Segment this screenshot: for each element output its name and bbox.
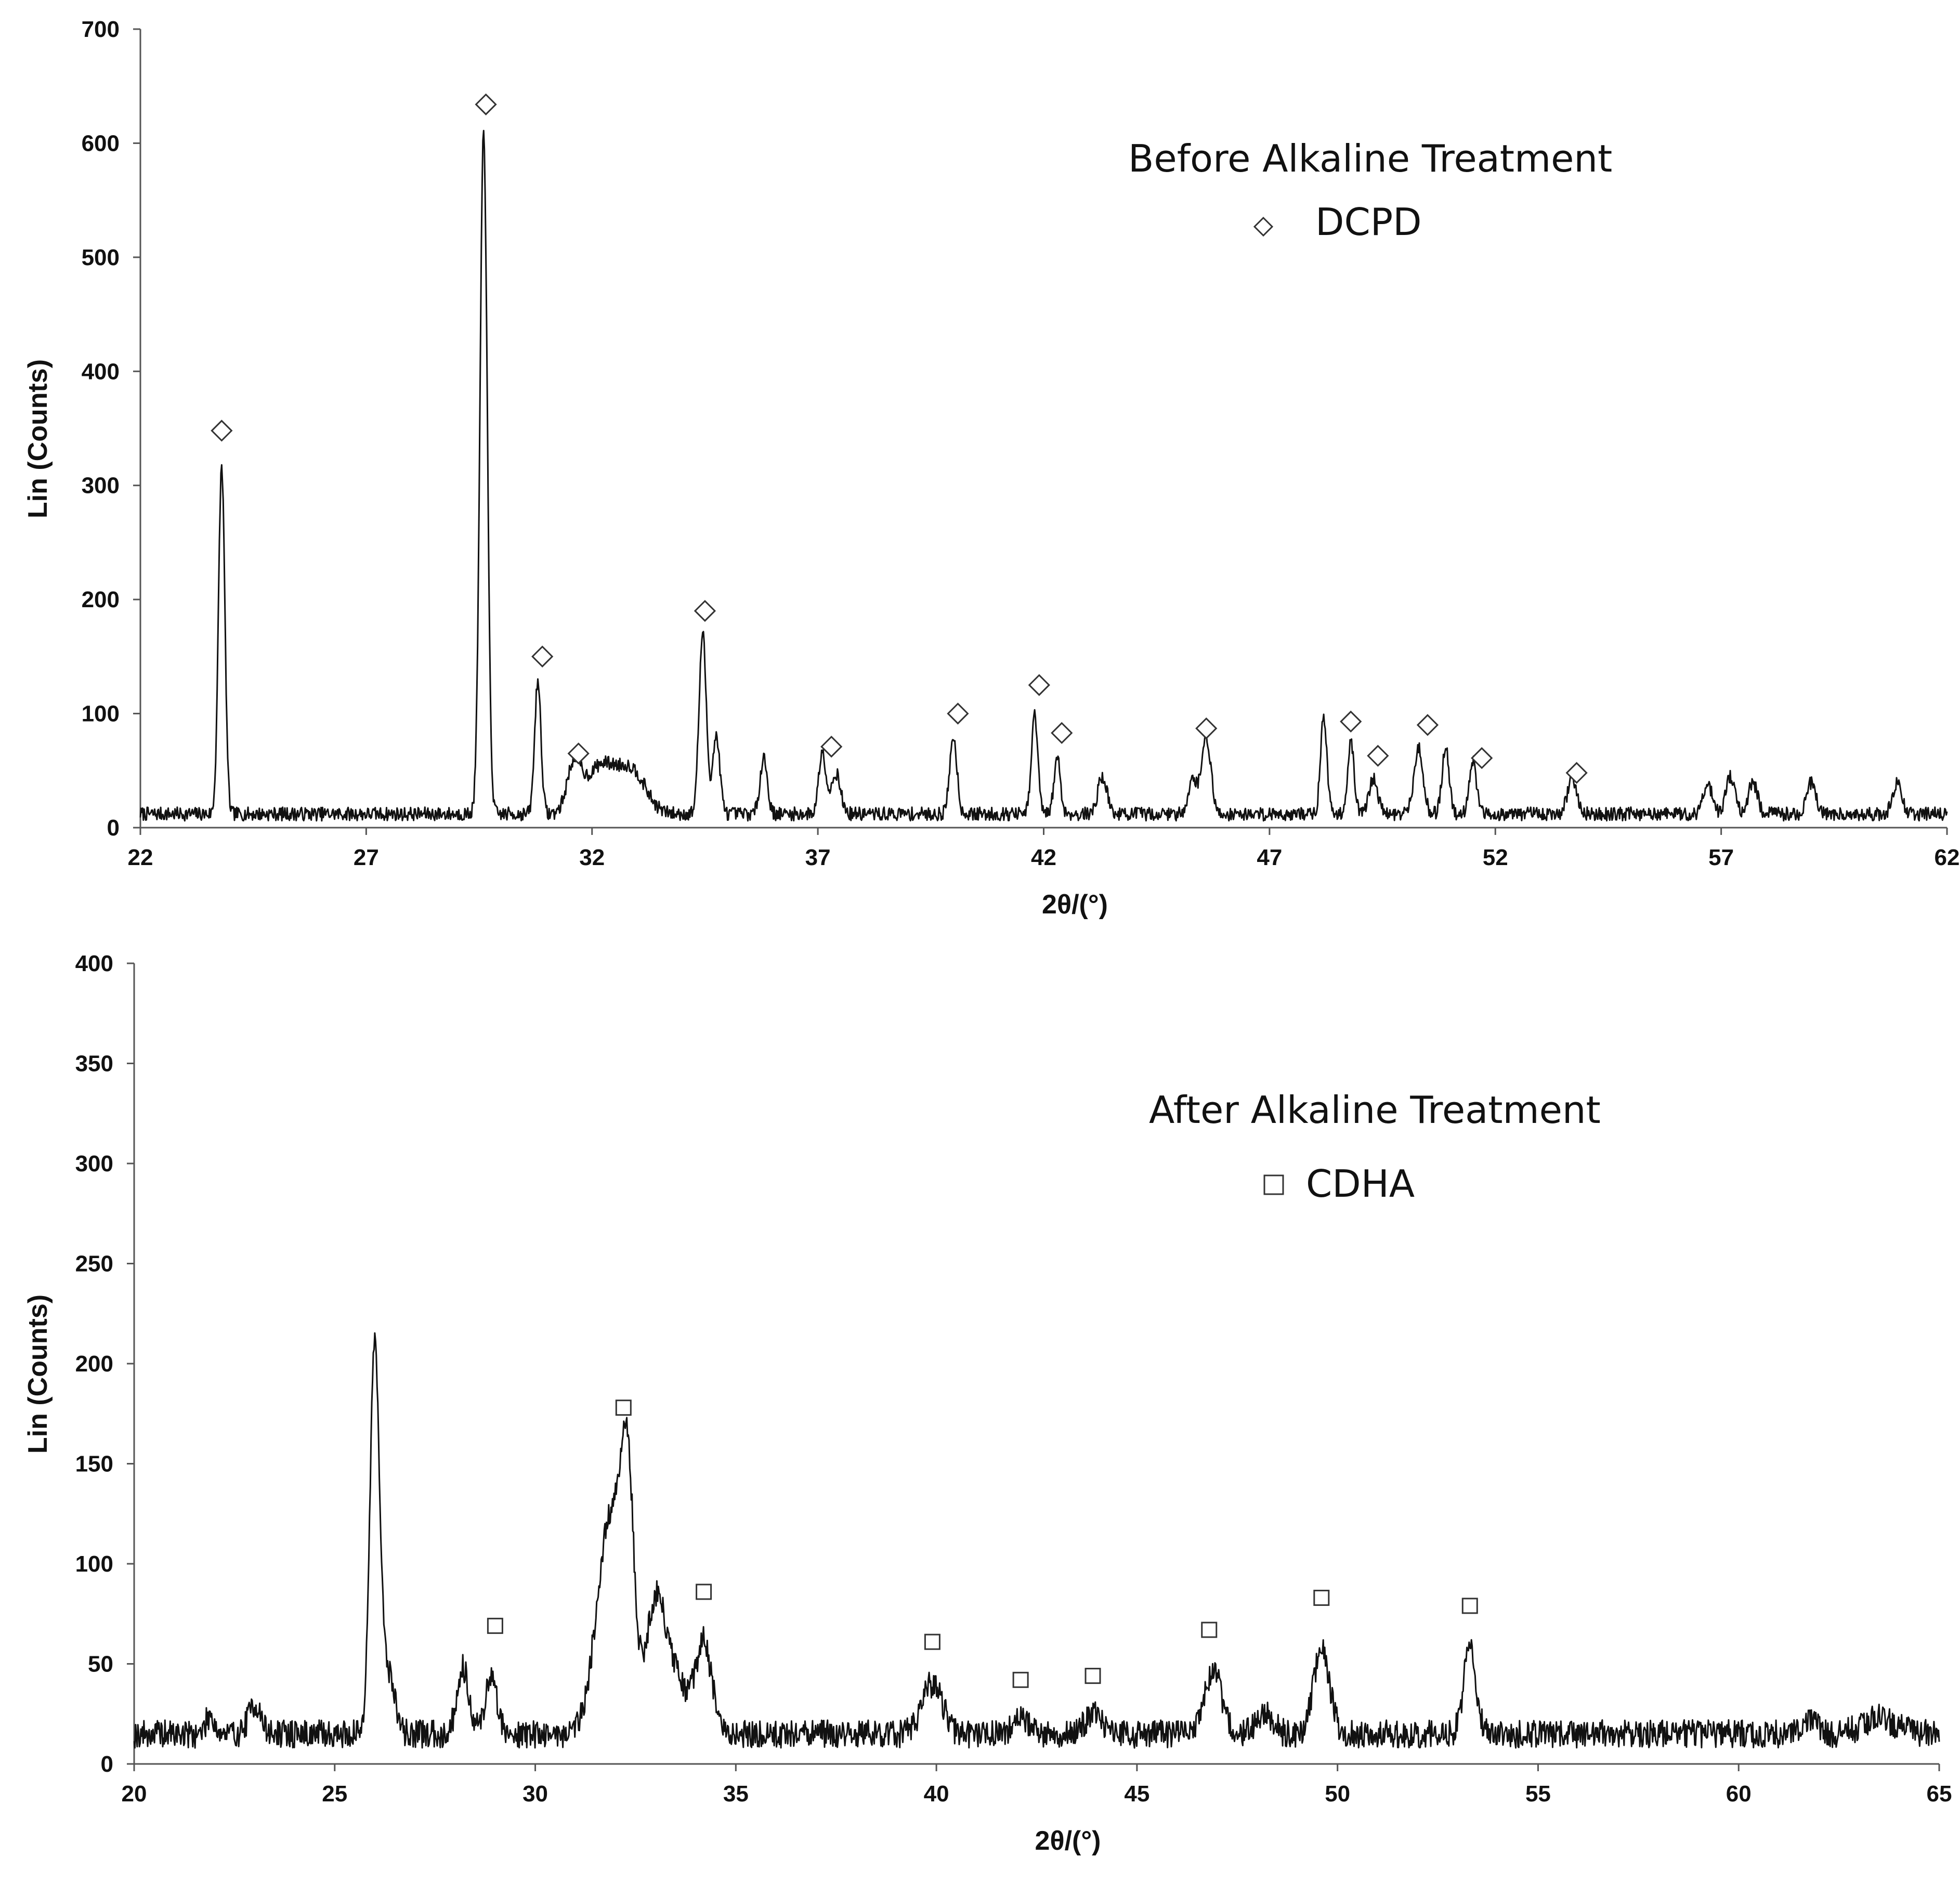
dcpd-marker — [1416, 714, 1439, 736]
x-tick-label: 45 — [1124, 1781, 1149, 1807]
y-tick-label: 300 — [75, 1151, 113, 1176]
y-tick-label: 150 — [75, 1452, 113, 1477]
series-line — [133, 1332, 1940, 1749]
y-tick-label: 400 — [82, 359, 120, 384]
x-tick-label: 25 — [322, 1781, 347, 1807]
dcpd-marker — [820, 736, 843, 758]
y-tick-label: 500 — [82, 245, 120, 270]
x-axis-title: 2θ/(°) — [1035, 1826, 1101, 1856]
dcpd-marker — [1340, 710, 1362, 733]
cdha-marker — [924, 1633, 940, 1650]
cdha-marker — [696, 1584, 712, 1600]
x-tick-label: 27 — [354, 845, 379, 870]
x-tick-label: 55 — [1525, 1781, 1551, 1807]
x-tick-label: 62 — [1935, 845, 1960, 870]
y-tick-label: 300 — [82, 473, 120, 499]
legend-label: CDHA — [1306, 1162, 1415, 1206]
x-tick-label: 35 — [723, 1781, 749, 1807]
dcpd-marker — [1565, 762, 1588, 784]
dcpd-marker — [567, 742, 590, 765]
dcpd-marker — [475, 93, 497, 115]
cdha-marker — [1461, 1598, 1478, 1614]
y-tick-label: 0 — [101, 1751, 113, 1777]
dcpd-marker — [694, 599, 716, 622]
dcpd-marker — [531, 645, 554, 668]
cdha-marker — [1084, 1668, 1101, 1684]
y-tick-label: 200 — [82, 587, 120, 612]
cdha-marker — [1313, 1589, 1330, 1606]
cdha-marker — [1012, 1671, 1029, 1688]
x-tick-label: 22 — [128, 845, 153, 870]
chart-panel-2: 0 50 100 150 200 250 300 350 400 20 25 30 35 40 45 50 55… — [23, 951, 1952, 1856]
x-tick-label: 60 — [1726, 1781, 1752, 1807]
cdha-marker — [1201, 1622, 1218, 1638]
dcpd-marker — [1028, 674, 1050, 696]
cdha-marker — [615, 1400, 632, 1416]
x-axis-title: 2θ/(°) — [1042, 890, 1108, 920]
y-tick-label: 250 — [75, 1251, 113, 1277]
y-tick-label: 350 — [75, 1051, 113, 1077]
dcpd-marker — [211, 420, 233, 442]
x-tick-label: 20 — [122, 1781, 147, 1807]
x-tick-label: 47 — [1257, 845, 1282, 870]
y-tick-label: 50 — [88, 1652, 113, 1677]
chart-panel-1: 0 100 200 300 400 500 600 700 22 27 32 37 42 47 52 57 62… — [23, 17, 1959, 920]
legend-title: After Alkaline Treatment — [1149, 1088, 1601, 1132]
legend-label: DCPD — [1315, 200, 1422, 244]
x-tick-label: 30 — [522, 1781, 548, 1807]
x-tick-label: 65 — [1927, 1781, 1952, 1807]
x-tick-label: 40 — [924, 1781, 949, 1807]
legend-marker-diamond — [1253, 216, 1274, 237]
dcpd-marker — [1195, 717, 1218, 740]
dcpd-marker — [1471, 747, 1493, 769]
y-axis-title: Lin (Counts) — [23, 359, 53, 518]
y-tick-label: 600 — [82, 130, 120, 156]
legend-marker-square — [1263, 1174, 1284, 1195]
y-tick-label: 100 — [75, 1551, 113, 1577]
x-tick-label: 52 — [1483, 845, 1508, 870]
x-tick-label: 50 — [1325, 1781, 1350, 1807]
y-tick-label: 0 — [107, 815, 120, 841]
y-tick-label: 100 — [82, 701, 120, 727]
y-tick-label: 200 — [75, 1351, 113, 1377]
dcpd-marker — [1051, 722, 1073, 744]
x-tick-label: 37 — [805, 845, 831, 870]
legend-title: Before Alkaline Treatment — [1128, 137, 1612, 180]
y-tick-label: 400 — [75, 951, 113, 976]
dcpd-marker — [947, 702, 969, 725]
cdha-marker — [487, 1617, 503, 1634]
dcpd-marker — [1367, 744, 1389, 767]
y-axis-title: Lin (Counts) — [23, 1294, 53, 1454]
x-tick-label: 32 — [579, 845, 605, 870]
x-tick-label: 57 — [1708, 845, 1734, 870]
x-tick-label: 42 — [1031, 845, 1056, 870]
y-tick-label: 700 — [82, 17, 120, 42]
series-line — [139, 129, 1948, 822]
